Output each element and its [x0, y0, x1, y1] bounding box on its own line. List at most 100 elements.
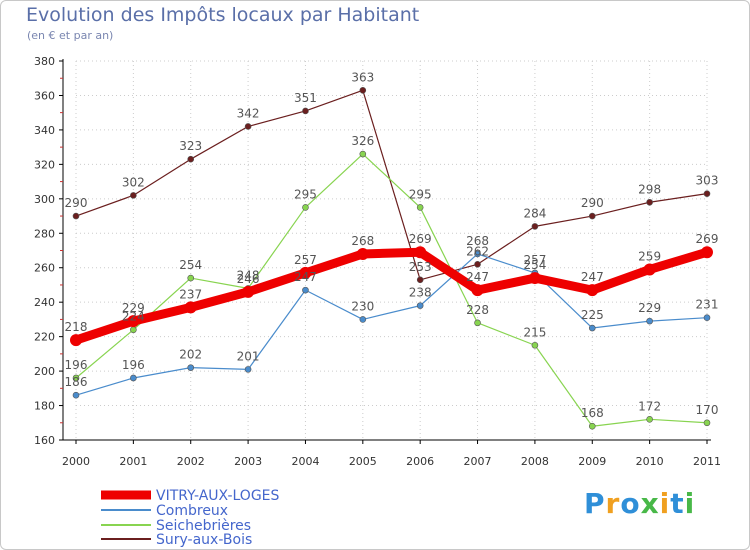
y-tick-label-320: 320 — [34, 158, 55, 171]
x-tick-label-2009: 2009 — [578, 455, 606, 468]
data-label-vitry-aux-loges-2003: 246 — [237, 272, 260, 286]
point-combreux-2000 — [72, 391, 80, 399]
x-tick-label-2002: 2002 — [177, 455, 205, 468]
x-tick-label-2010: 2010 — [636, 455, 664, 468]
data-label-combreux-2008: 257 — [523, 253, 546, 267]
point-vitry-aux-loges-2006 — [414, 246, 427, 259]
point-seichebri-res-2007 — [474, 319, 481, 327]
point-sury-aux-bois-2000 — [72, 212, 80, 220]
data-label-seichebri-res-2001: 224 — [122, 310, 145, 324]
point-sury-aux-bois-2002 — [187, 155, 195, 163]
data-label-seichebri-res-2006: 295 — [409, 187, 432, 201]
data-label-combreux-2005: 230 — [351, 299, 374, 313]
chart-title: Evolution des Impôts locaux par Habitant — [26, 4, 420, 26]
point-vitry-aux-loges-2000 — [70, 334, 82, 347]
point-vitry-aux-loges-2005 — [356, 247, 369, 260]
data-label-sury-aux-bois-2001: 302 — [122, 175, 145, 189]
data-label-combreux-2003: 201 — [237, 349, 260, 363]
data-label-sury-aux-bois-2011: 303 — [696, 174, 719, 188]
data-label-vitry-aux-loges-2009: 247 — [581, 270, 604, 284]
data-label-vitry-aux-loges-2011: 269 — [696, 232, 719, 246]
logo-letter-0: P — [584, 487, 606, 520]
point-vitry-aux-loges-2008 — [528, 272, 541, 285]
data-label-combreux-2004: 247 — [294, 270, 317, 284]
point-combreux-2005 — [359, 316, 367, 323]
point-combreux-2002 — [187, 364, 195, 371]
point-combreux-2006 — [416, 302, 424, 309]
x-tick-label-2003: 2003 — [234, 455, 262, 468]
point-combreux-2001 — [130, 374, 137, 382]
data-label-sury-aux-bois-2000: 290 — [65, 196, 88, 210]
logo-letter-4: i — [659, 487, 671, 520]
logo-letter-2: o — [620, 487, 641, 520]
point-seichebri-res-2004 — [302, 204, 309, 211]
x-tick-label-2011: 2011 — [693, 455, 721, 468]
point-seichebri-res-2009 — [588, 422, 596, 430]
point-vitry-aux-loges-2010 — [643, 263, 656, 276]
y-tick-label-240: 240 — [34, 296, 55, 309]
point-vitry-aux-loges-2004 — [299, 266, 312, 279]
y-tick-label-220: 220 — [34, 331, 55, 344]
chart-subtitle: (en € et par an) — [27, 29, 114, 42]
data-label-sury-aux-bois-2007: 262 — [466, 244, 489, 258]
data-label-vitry-aux-loges-2006: 269 — [409, 232, 432, 246]
data-label-combreux-2006: 238 — [409, 286, 432, 300]
series-line-vitry-aux-loges — [71, 247, 712, 345]
point-combreux-2007 — [474, 250, 481, 258]
logo-letter-5: t — [670, 487, 685, 520]
data-label-seichebri-res-2008: 215 — [523, 325, 546, 339]
x-tick-label-2007: 2007 — [464, 455, 492, 468]
legend-label-seichebri-res: Seichebrières — [156, 518, 251, 534]
data-label-sury-aux-bois-2005: 363 — [351, 70, 374, 84]
x-tick-label-2008: 2008 — [521, 455, 549, 468]
logo-letter-6: i — [684, 487, 696, 520]
point-sury-aux-bois-2006 — [416, 276, 424, 284]
data-label-sury-aux-bois-2009: 290 — [581, 196, 604, 210]
point-sury-aux-bois-2011 — [703, 190, 711, 197]
data-label-sury-aux-bois-2002: 323 — [179, 139, 202, 153]
point-combreux-2009 — [588, 324, 596, 332]
point-seichebri-res-2008 — [531, 341, 539, 349]
data-label-seichebri-res-2004: 295 — [294, 187, 317, 201]
point-vitry-aux-loges-2011 — [701, 246, 713, 259]
data-label-sury-aux-bois-2004: 351 — [294, 91, 317, 105]
data-label-vitry-aux-loges-2007: 247 — [466, 270, 489, 284]
data-label-sury-aux-bois-2006: 253 — [409, 260, 432, 274]
data-label-combreux-2009: 225 — [581, 308, 604, 322]
y-tick-label-300: 300 — [34, 193, 55, 206]
data-label-vitry-aux-loges-2010: 259 — [638, 249, 661, 263]
legend-label-vitry-aux-loges: VITRY-AUX-LOGES — [156, 488, 280, 504]
x-tick-label-2006: 2006 — [406, 455, 434, 468]
point-seichebri-res-2000 — [72, 374, 80, 382]
data-label-seichebri-res-2003: 248 — [237, 268, 260, 282]
point-seichebri-res-2002 — [187, 274, 195, 282]
data-label-sury-aux-bois-2008: 284 — [523, 206, 546, 220]
y-tick-label-200: 200 — [34, 365, 55, 378]
y-tick-label-180: 180 — [34, 400, 55, 413]
point-combreux-2011 — [703, 314, 711, 321]
data-label-combreux-2001: 196 — [122, 358, 145, 372]
series-line-sury-aux-bois — [75, 89, 708, 281]
point-seichebri-res-2006 — [416, 204, 424, 211]
data-label-vitry-aux-loges-2002: 237 — [179, 287, 202, 301]
x-tick-label-2005: 2005 — [349, 455, 377, 468]
data-label-seichebri-res-2010: 172 — [638, 399, 661, 413]
point-combreux-2004 — [302, 286, 309, 294]
data-label-vitry-aux-loges-2001: 229 — [122, 301, 145, 315]
point-sury-aux-bois-2003 — [244, 123, 252, 130]
point-seichebri-res-2001 — [130, 326, 137, 334]
data-label-seichebri-res-2007: 228 — [466, 303, 489, 317]
data-label-combreux-2002: 202 — [179, 348, 202, 362]
x-tick-label-2004: 2004 — [291, 455, 319, 468]
data-label-vitry-aux-loges-2008: 254 — [523, 258, 546, 272]
data-label-sury-aux-bois-2010: 298 — [638, 182, 661, 196]
point-sury-aux-bois-2007 — [474, 260, 481, 268]
point-combreux-2010 — [646, 317, 653, 325]
legend-label-combreux: Combreux — [156, 503, 228, 519]
data-label-seichebri-res-2009: 168 — [581, 406, 604, 420]
legend-label-sury-aux-bois: Sury-aux-Bois — [156, 532, 252, 548]
x-tick-label-2000: 2000 — [62, 455, 90, 468]
y-tick-label-260: 260 — [34, 262, 55, 275]
point-seichebri-res-2010 — [646, 416, 653, 423]
